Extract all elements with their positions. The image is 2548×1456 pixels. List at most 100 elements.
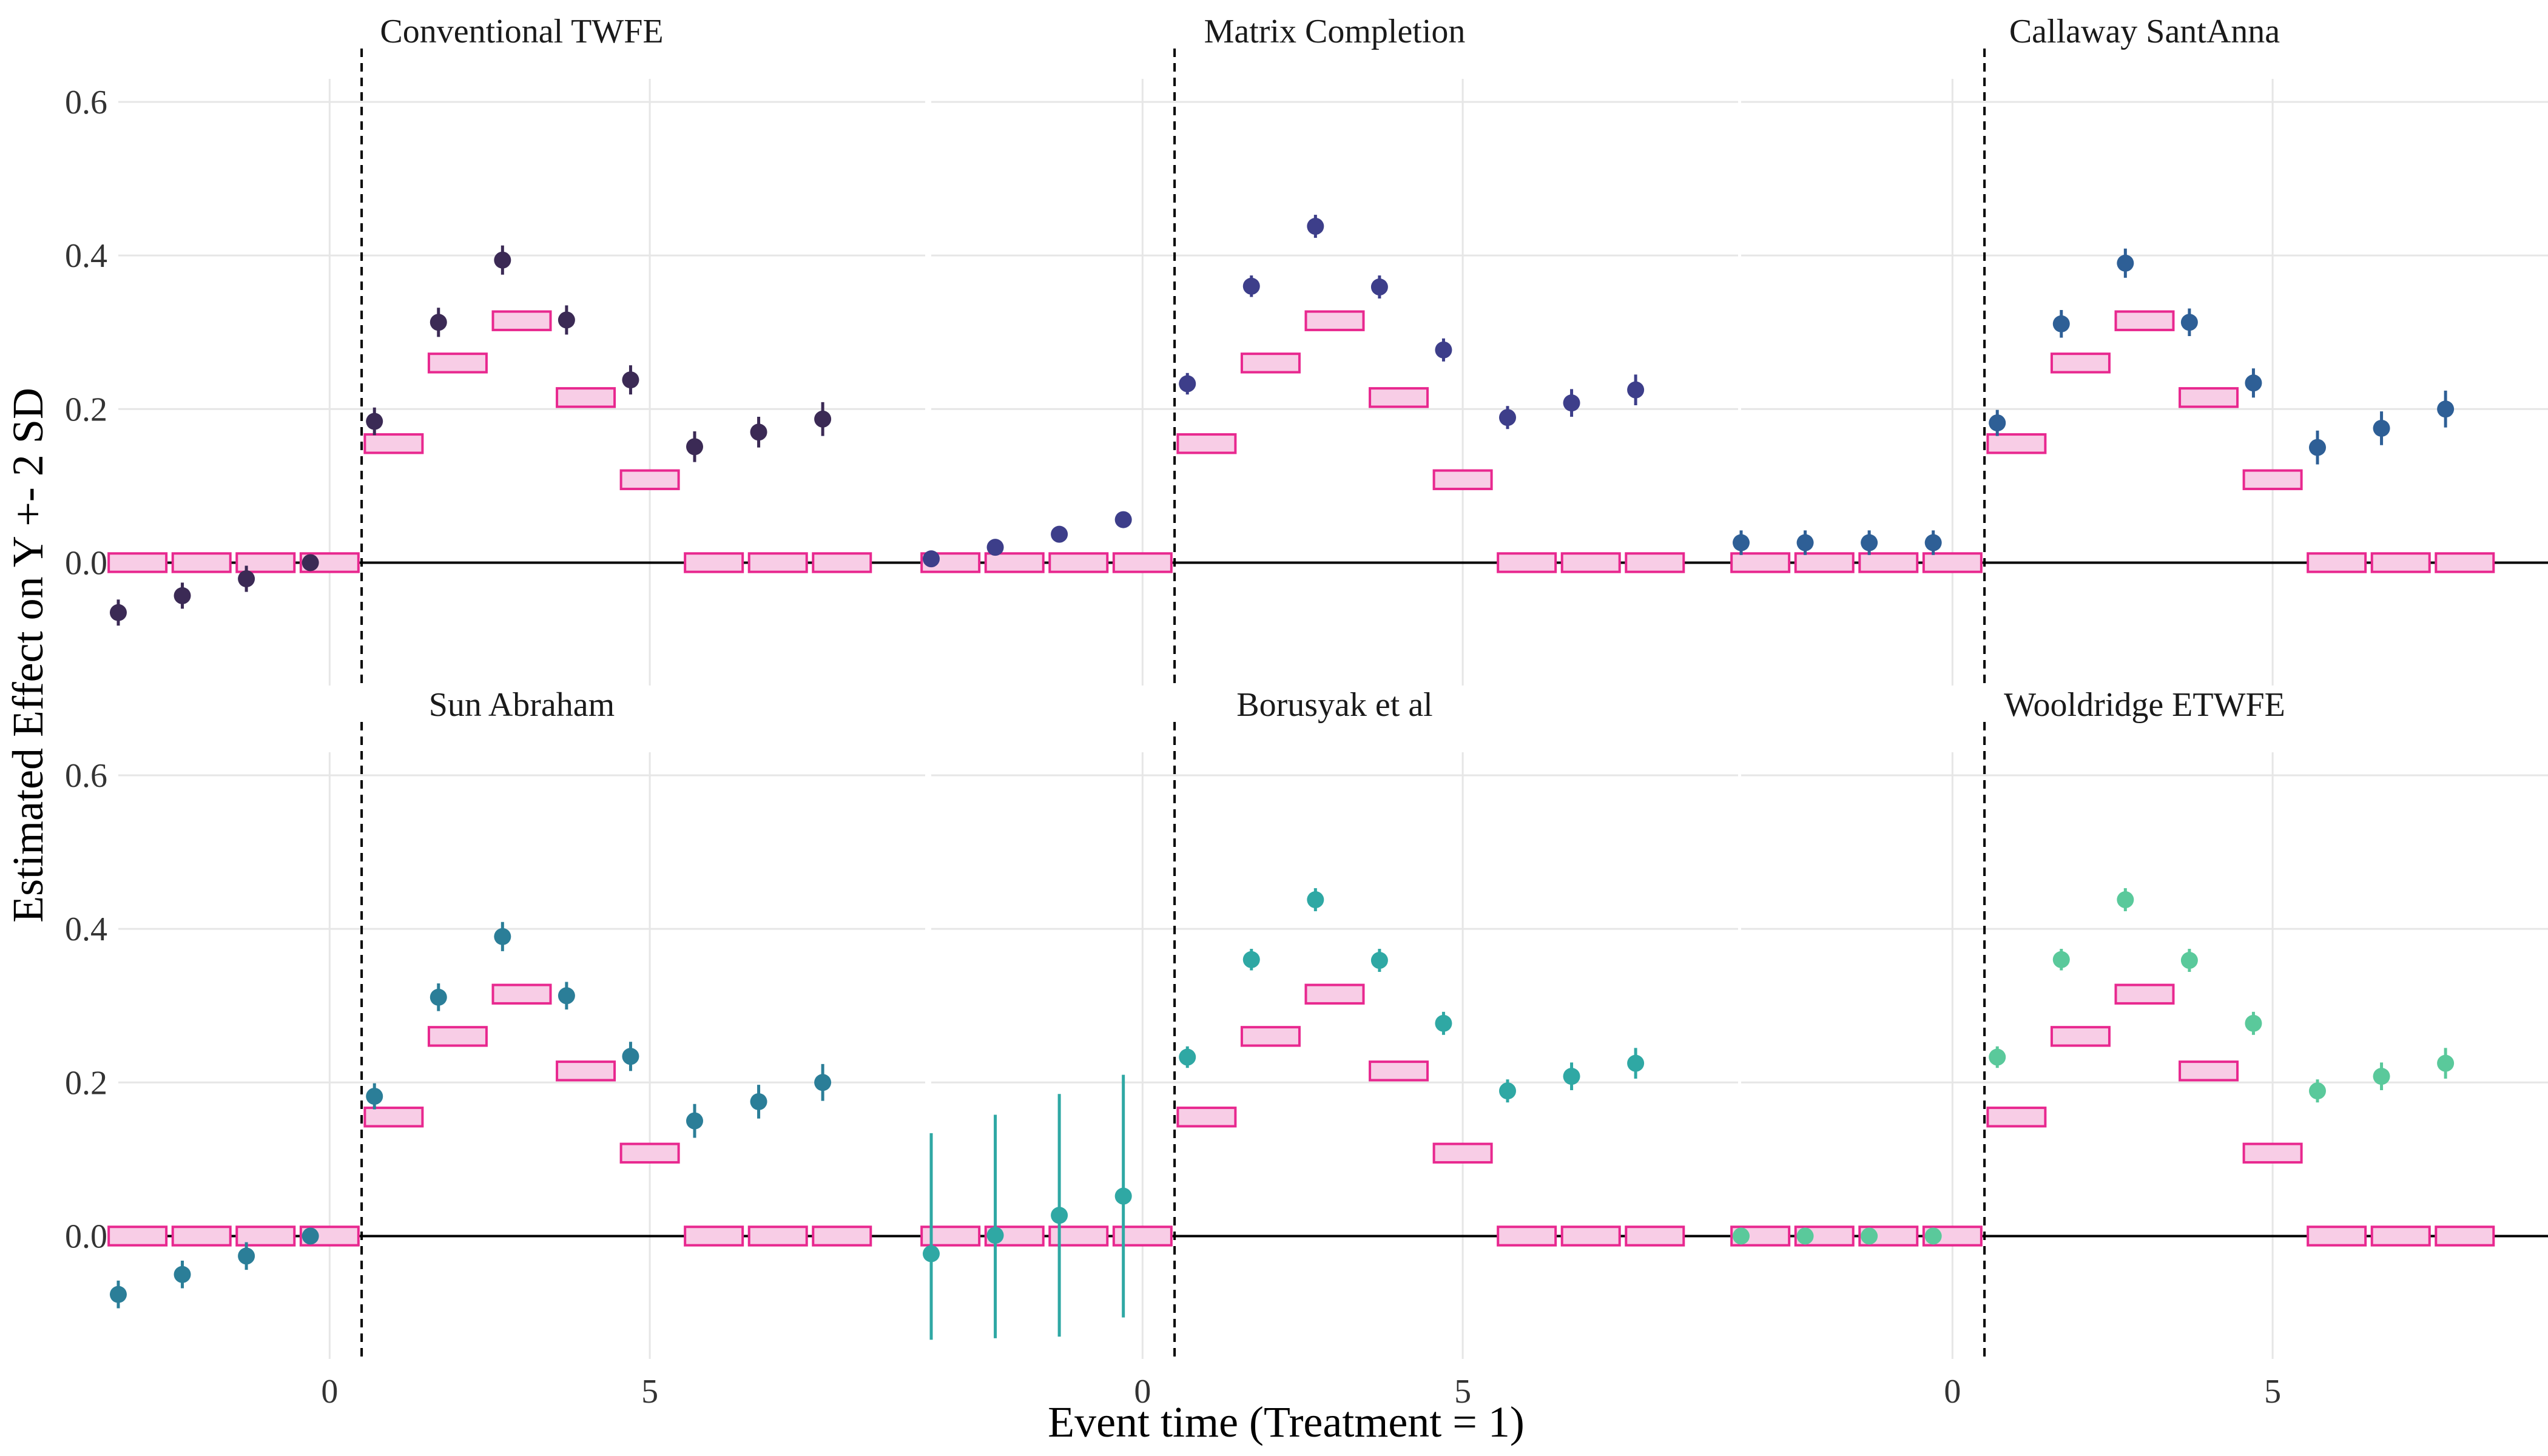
x-tick-label: 5 xyxy=(1454,1373,1471,1410)
true-effect-box xyxy=(427,352,488,374)
true-effect-box xyxy=(1112,552,1173,573)
true-effect-box xyxy=(427,1026,488,1047)
estimate-point xyxy=(1435,341,1452,359)
true-effect-box xyxy=(747,1225,808,1247)
estimate-point xyxy=(430,988,447,1006)
panel-conventional-twfe: Conventional TWFE 0.0 0.2 0.4 0.6 xyxy=(65,13,925,686)
estimate-point xyxy=(494,928,511,945)
panel-title: Borusyak et al xyxy=(1236,686,1432,724)
estimate-point xyxy=(2180,314,2198,331)
true-effect-box xyxy=(2307,552,2367,573)
true-effect-box xyxy=(1369,1060,1429,1082)
estimate-point xyxy=(2117,891,2134,909)
true-effect-box xyxy=(1625,1225,1685,1247)
x-tick-label: 5 xyxy=(2264,1373,2281,1410)
estimate-point xyxy=(1499,409,1516,426)
panel-title: Matrix Completion xyxy=(1204,13,1466,50)
estimate-point xyxy=(1307,218,1324,235)
true-effect-box xyxy=(619,469,680,490)
true-effect-box xyxy=(1730,552,1791,573)
true-effect-box xyxy=(491,983,552,1005)
true-effect-box xyxy=(2114,310,2175,331)
true-effect-box xyxy=(1176,433,1237,454)
estimate-point xyxy=(1114,1187,1132,1205)
estimate-point xyxy=(986,1227,1004,1244)
estimate-point xyxy=(2373,419,2390,437)
estimate-point xyxy=(1627,1054,1645,1072)
estimate-point xyxy=(1861,534,1878,551)
estimate-point xyxy=(986,539,1004,556)
estimate-point xyxy=(1796,534,1814,551)
estimate-point xyxy=(1563,1068,1580,1085)
estimate-point xyxy=(622,371,639,389)
y-tick-label: 0.2 xyxy=(65,391,107,428)
true-effect-box xyxy=(1986,433,2047,454)
true-effect-box xyxy=(235,1225,296,1247)
true-effect-box xyxy=(2435,552,2495,573)
estimate-point xyxy=(686,1112,703,1130)
estimate-point xyxy=(1499,1082,1516,1100)
panel-title: Conventional TWFE xyxy=(380,13,663,50)
estimate-point xyxy=(2437,400,2455,418)
true-effect-box xyxy=(491,310,552,331)
true-effect-box xyxy=(556,1060,616,1082)
x-tick-label: 0 xyxy=(1134,1373,1151,1410)
true-effect-box xyxy=(1369,387,1429,408)
true-effect-box xyxy=(363,433,424,454)
true-effect-box xyxy=(1986,1107,2047,1128)
estimate-point xyxy=(302,1227,319,1245)
estimate-point xyxy=(1924,1227,1942,1245)
estimate-point xyxy=(1370,952,1388,969)
true-effect-box xyxy=(2114,983,2175,1005)
true-effect-box xyxy=(1176,1107,1237,1128)
estimate-point xyxy=(1051,1207,1068,1224)
estimate-point xyxy=(1179,375,1196,393)
x-tick-label: 0 xyxy=(1944,1373,1961,1410)
true-effect-box xyxy=(556,387,616,408)
estimate-point xyxy=(1861,1227,1878,1245)
y-tick-label: 0.0 xyxy=(65,544,107,582)
true-effect-box xyxy=(747,552,808,573)
estimate-point xyxy=(1563,394,1580,412)
estimate-point xyxy=(2180,952,2198,969)
panel-title: Sun Abraham xyxy=(429,686,615,724)
true-effect-box xyxy=(1560,552,1621,573)
true-effect-box xyxy=(812,552,872,573)
estimate-point xyxy=(622,1048,639,1065)
estimate-point xyxy=(923,1245,940,1262)
estimate-point xyxy=(1924,534,1942,551)
estimate-point xyxy=(750,1093,767,1110)
y-tick-label: 0.0 xyxy=(65,1218,107,1255)
estimate-point xyxy=(2245,374,2262,392)
estimate-point xyxy=(1179,1048,1196,1066)
panel-title: Callaway SantAnna xyxy=(2009,13,2280,50)
panel-title: Wooldridge ETWFE xyxy=(2004,686,2285,724)
estimate-point xyxy=(814,410,832,428)
facet-panels: Conventional TWFE 0.0 0.2 0.4 0.6 Matrix Comp… xyxy=(65,13,2548,1410)
estimate-point xyxy=(1242,277,1260,295)
panel-wooldridge-etwfe: Wooldridge ETWFE 0 5 xyxy=(1730,686,2548,1410)
estimate-point xyxy=(558,987,575,1005)
estimate-point xyxy=(430,314,447,331)
true-effect-box xyxy=(2179,387,2239,408)
estimate-point xyxy=(1435,1014,1452,1032)
estimate-point xyxy=(1733,534,1750,551)
true-effect-box xyxy=(2370,552,2431,573)
estimate-point xyxy=(1796,1227,1814,1245)
panel-callaway-santanna: Callaway SantAnna xyxy=(1730,13,2548,686)
estimate-point xyxy=(2437,1054,2455,1072)
true-effect-box xyxy=(107,552,168,573)
x-tick-label: 0 xyxy=(321,1373,338,1410)
true-effect-box xyxy=(1304,310,1365,331)
estimate-point xyxy=(750,423,767,441)
estimate-point xyxy=(110,1286,127,1303)
estimate-point xyxy=(238,570,255,588)
estimate-point xyxy=(174,1266,191,1283)
panel-matrix-completion: Matrix Completion xyxy=(920,13,1738,686)
estimate-point xyxy=(2373,1068,2390,1085)
y-tick-label: 0.4 xyxy=(65,911,107,948)
estimate-point xyxy=(238,1247,255,1265)
estimate-point xyxy=(1989,1048,2006,1066)
true-effect-box xyxy=(171,552,232,573)
